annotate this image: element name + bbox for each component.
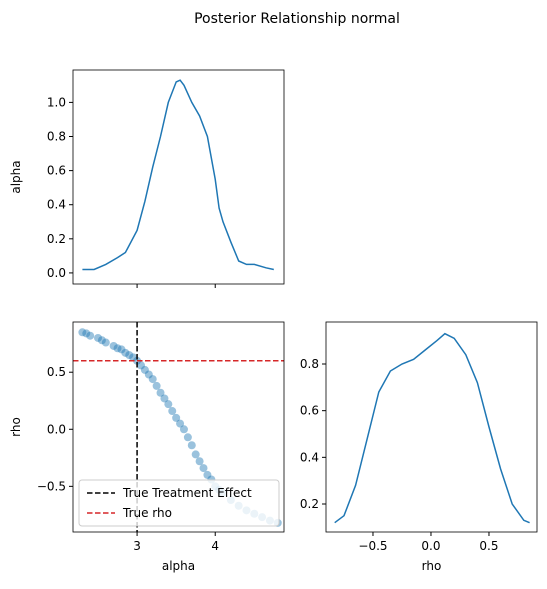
y-tick-label: 0.0 [47,266,66,280]
y-tick-label: 0.2 [47,232,66,246]
scatter-point [160,394,169,403]
scatter-point [117,345,126,354]
scatter-point [199,464,208,473]
scatter-point [164,400,173,409]
axes-frame [72,321,285,533]
scatter-point [121,348,130,357]
y-tick-label: −0.5 [37,479,66,493]
scatter-point [148,375,157,384]
scatter-point [195,457,204,466]
scatter-point [82,329,91,338]
scatter-point [191,450,200,459]
x-tick-label: 4 [211,539,219,553]
y-tick-label: 0.8 [300,357,319,371]
y-tick-label: 0.4 [300,450,319,464]
y-tick-label: 0.4 [47,198,66,212]
x-tick-label: 0.5 [479,539,498,553]
scatter-point [140,365,149,374]
scatter-point [136,361,145,370]
scatter-point [172,413,181,422]
y-tick-label: 0.2 [300,497,319,511]
scatter-point [86,331,95,340]
y-axis-label: rho [9,417,23,437]
y-axis-label: alpha [9,160,23,193]
x-axis-label: rho [422,559,442,573]
x-axis-label: alpha [162,559,195,573]
legend-label: True Treatment Effect [122,486,252,500]
scatter-point [203,470,212,479]
axes-frame [325,321,538,533]
density-line [334,332,530,524]
legend-box [78,479,280,527]
y-tick-label: 0.8 [47,130,66,144]
axes-frame [72,69,285,285]
x-tick-label: −0.5 [358,539,387,553]
x-tick-label: 0.0 [421,539,440,553]
scatter-point [144,370,153,379]
scatter-point [109,341,118,350]
scatter-point [179,425,188,434]
density-line [82,79,274,271]
scatter-point [176,419,185,428]
y-tick-label: 1.0 [47,95,66,109]
scatter-point [94,333,103,342]
scatter-point [101,338,110,347]
legend-label: True rho [122,506,172,520]
scatter-point [187,441,196,450]
scatter-point [156,388,165,397]
scatter-point [97,336,106,345]
y-tick-label: 0.6 [300,404,319,418]
scatter-point [113,344,122,353]
scatter-point [125,351,134,360]
y-tick-label: 0.0 [47,422,66,436]
scatter-point [152,381,161,390]
scatter-point [183,433,192,442]
scatter-point [129,353,138,362]
scatter-point [168,407,177,416]
x-tick-label: 3 [133,539,141,553]
y-tick-label: 0.5 [47,365,66,379]
scatter-point [78,328,87,337]
figure-title: Posterior Relationship normal [194,11,400,27]
y-tick-label: 0.6 [47,164,66,178]
